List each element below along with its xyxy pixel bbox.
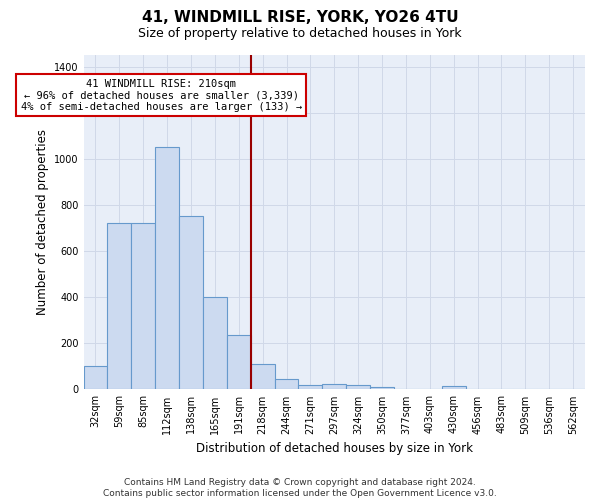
Text: Size of property relative to detached houses in York: Size of property relative to detached ho… xyxy=(138,28,462,40)
X-axis label: Distribution of detached houses by size in York: Distribution of detached houses by size … xyxy=(196,442,473,455)
Text: 41 WINDMILL RISE: 210sqm
← 96% of detached houses are smaller (3,339)
4% of semi: 41 WINDMILL RISE: 210sqm ← 96% of detach… xyxy=(20,78,302,112)
Bar xyxy=(251,364,275,390)
Bar xyxy=(155,148,179,390)
Bar xyxy=(370,387,394,390)
Bar xyxy=(203,297,227,390)
Bar xyxy=(107,224,131,390)
Bar xyxy=(298,385,322,390)
Bar xyxy=(131,224,155,390)
Bar xyxy=(322,384,346,390)
Bar xyxy=(179,216,203,390)
Text: Contains HM Land Registry data © Crown copyright and database right 2024.
Contai: Contains HM Land Registry data © Crown c… xyxy=(103,478,497,498)
Y-axis label: Number of detached properties: Number of detached properties xyxy=(35,129,49,315)
Bar xyxy=(227,335,251,390)
Bar xyxy=(83,366,107,390)
Bar xyxy=(346,385,370,390)
Bar xyxy=(275,379,298,390)
Text: 41, WINDMILL RISE, YORK, YO26 4TU: 41, WINDMILL RISE, YORK, YO26 4TU xyxy=(142,10,458,25)
Bar xyxy=(442,386,466,390)
